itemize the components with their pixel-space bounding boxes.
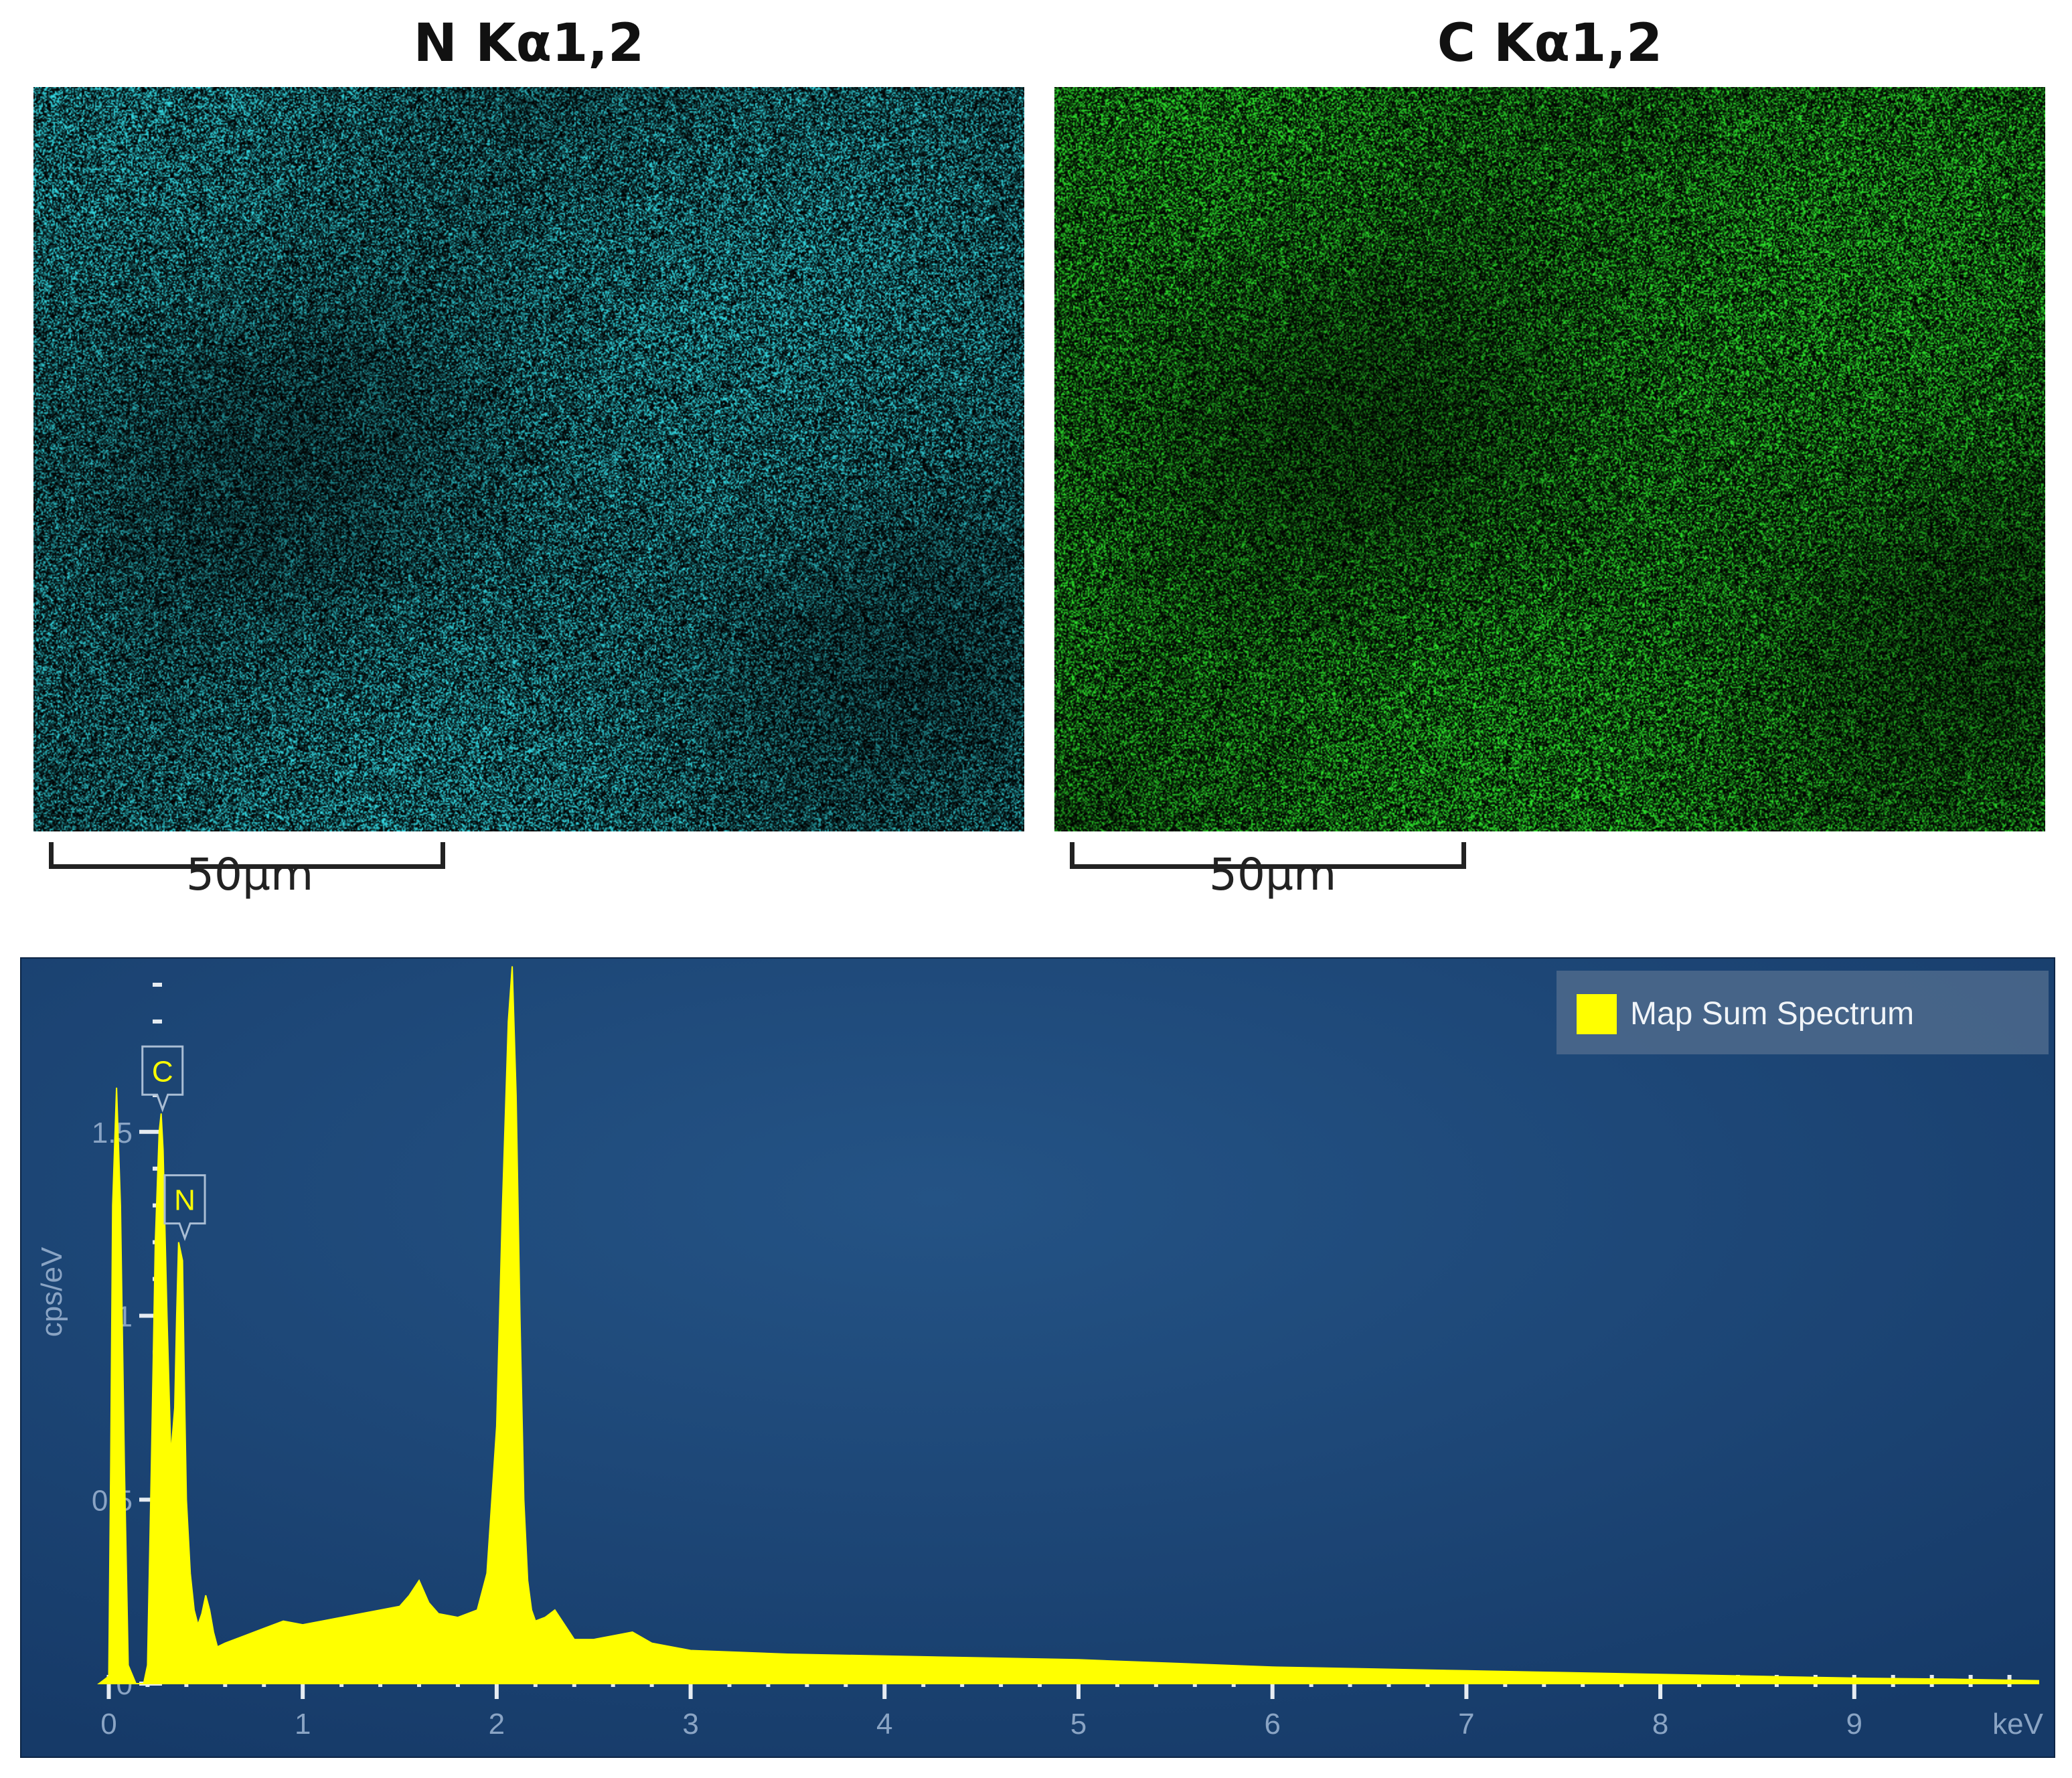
c-element-map bbox=[1054, 87, 2045, 831]
y-axis-label: cps/eV bbox=[35, 1246, 68, 1337]
c-scale-bar bbox=[1070, 842, 1466, 869]
x-tick-label: 0 bbox=[100, 1708, 116, 1741]
legend: Map Sum Spectrum bbox=[1557, 971, 2049, 1054]
peak-label: N bbox=[174, 1184, 195, 1217]
legend-swatch bbox=[1577, 994, 1617, 1034]
x-tick-label: 9 bbox=[1846, 1708, 1862, 1741]
c-map-image bbox=[1054, 87, 2045, 831]
x-tick-label: 1 bbox=[295, 1708, 311, 1741]
peak-label-box bbox=[163, 1174, 206, 1242]
y-tick-label: 1.5 bbox=[92, 1117, 133, 1149]
x-tick-label: 6 bbox=[1264, 1708, 1280, 1741]
legend-box bbox=[1557, 971, 2049, 1054]
x-tick-label: 3 bbox=[682, 1708, 698, 1741]
map-title-n: N Kα1,2 bbox=[413, 13, 645, 74]
legend-label: Map Sum Spectrum bbox=[1630, 996, 1914, 1032]
n-scale-label: 50µm bbox=[186, 849, 314, 900]
x-tick-label: 8 bbox=[1652, 1708, 1668, 1741]
peak-label: C bbox=[152, 1055, 173, 1088]
x-tick-label: 7 bbox=[1458, 1708, 1474, 1741]
n-scale-bar bbox=[49, 842, 445, 869]
x-tick-label: 2 bbox=[489, 1708, 505, 1741]
n-map-image bbox=[33, 87, 1024, 831]
c-scale-label: 50µm bbox=[1209, 849, 1337, 900]
spectrum-area bbox=[97, 966, 2039, 1684]
x-tick-label: 4 bbox=[876, 1708, 892, 1741]
x-tick-label: 5 bbox=[1070, 1708, 1087, 1741]
map-title-c: C Kα1,2 bbox=[1437, 13, 1663, 74]
peak-label-box bbox=[141, 1045, 184, 1113]
n-element-map bbox=[33, 87, 1024, 831]
x-axis-label: keV bbox=[1992, 1708, 2043, 1741]
